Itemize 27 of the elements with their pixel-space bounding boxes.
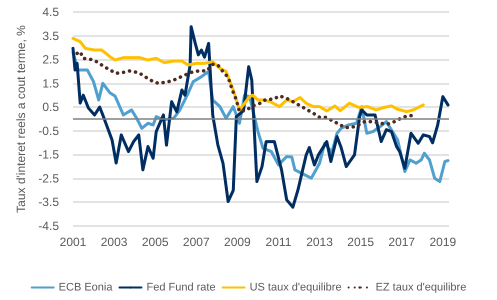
x-tick-label: 2009 <box>224 235 252 249</box>
x-tick-label: 2005 <box>142 235 169 249</box>
x-tick-label: 2003 <box>100 235 128 249</box>
x-tick-label: 2011 <box>266 235 292 249</box>
y-tick-label: 4.5 <box>42 5 60 19</box>
y-tick-label: 0.5 <box>42 100 60 114</box>
y-tick-label: 3.5 <box>42 28 60 43</box>
x-tick-label: 2007 <box>182 235 210 249</box>
x-tick-label: 2013 <box>306 235 334 249</box>
x-tick-label: 2017 <box>388 235 416 249</box>
line-series <box>72 36 425 114</box>
y-tick-label: -0.5 <box>38 124 60 138</box>
line-series <box>72 25 450 209</box>
x-tick-label: 2015 <box>347 235 374 249</box>
legend-label: ECB Eonia <box>58 282 114 294</box>
y-axis-title: Taux d'interet reels a cout terme, % <box>14 24 28 213</box>
y-tick-label: -1.5 <box>38 148 60 162</box>
x-tick-label: 2001 <box>60 235 87 249</box>
legend-label: Fed Fund rate <box>146 282 216 294</box>
y-tick-label: 2.5 <box>42 52 60 67</box>
y-tick-label: -3.5 <box>38 195 60 210</box>
legend-label: EZ taux d'equilibre <box>376 282 466 294</box>
y-tick-label: 1.5 <box>42 76 60 90</box>
legend-label: US taux d'equilibre <box>250 282 342 294</box>
x-tick-label: 2019 <box>429 235 457 249</box>
y-tick-label: -4.5 <box>38 219 60 233</box>
y-tick-label: -2.5 <box>38 171 60 186</box>
